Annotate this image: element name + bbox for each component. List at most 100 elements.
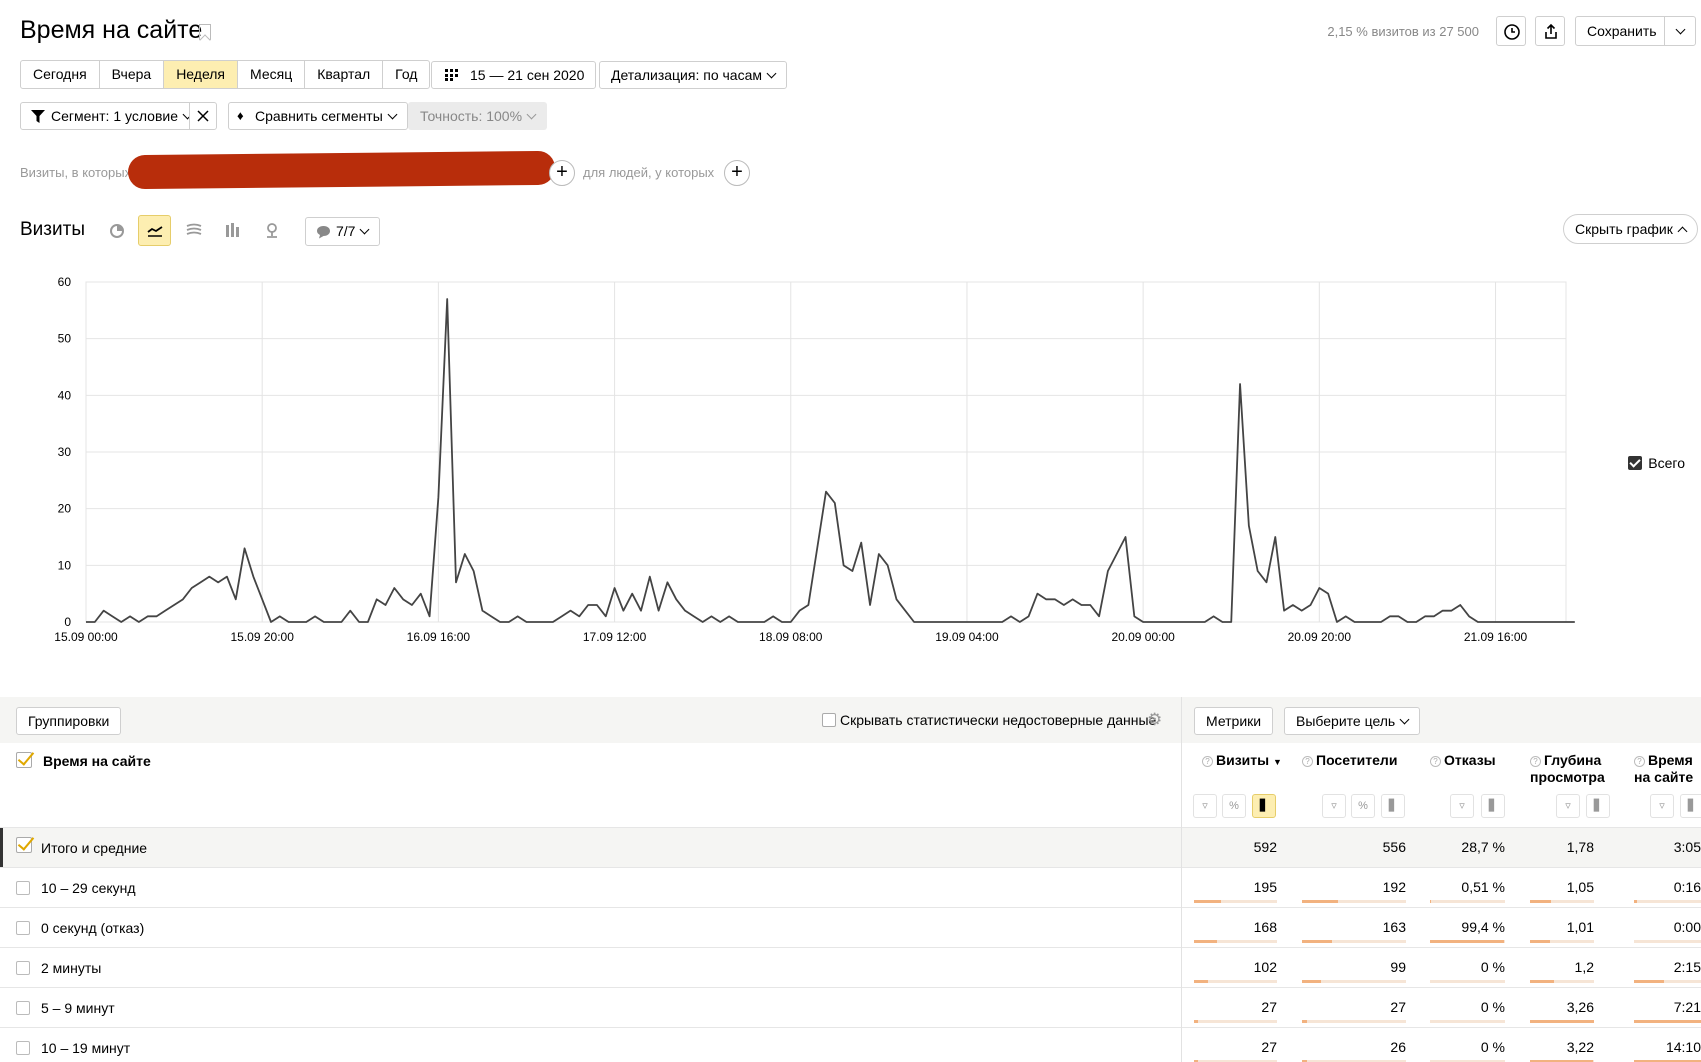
column-header-bounces[interactable]: ? Отказы [1430,752,1496,769]
filter-icon[interactable]: ▿ [1450,794,1474,818]
row-cell: 1,78 [1566,839,1594,855]
row-cell: 2:15 [1673,959,1701,975]
period-button[interactable]: Месяц [238,61,306,88]
goal-label: Выберите цель [1296,713,1396,729]
pie-chart-type-icon[interactable] [100,215,133,246]
hide-chart-button[interactable]: Скрыть график [1563,214,1698,244]
metrics-button[interactable]: Метрики [1194,707,1274,735]
detail-dropdown[interactable]: Детализация: по часам [599,61,787,89]
accuracy-dropdown[interactable]: Точность: 100% [408,102,548,130]
period-button[interactable]: Вчера [100,61,165,88]
table-row[interactable]: 2 минуты 102 99 0 % 1,2 2:15 [0,947,1701,987]
export-button[interactable] [1535,16,1565,46]
notes-dropdown[interactable]: 7/7 [305,217,381,246]
total-row[interactable]: Итого и средние 592 556 28,7 % 1,78 3:05 [0,827,1701,868]
filter-icon[interactable]: ▿ [1193,794,1217,818]
row-cell: 7:21 [1673,999,1701,1015]
share-bar-fill [1194,900,1222,903]
percent-icon[interactable]: % [1222,794,1246,818]
help-icon[interactable]: ? [1634,756,1645,767]
history-button[interactable] [1496,16,1526,46]
row-cell: 0 % [1480,1039,1505,1055]
row-checkbox[interactable] [16,1001,30,1015]
row-cell: 163 [1382,919,1406,935]
filter-icon[interactable]: ▿ [1322,794,1346,818]
column-header-depth[interactable]: ? Глубина просмотра [1530,752,1605,785]
share-bar [1302,900,1406,903]
add-visit-condition-button[interactable]: + [549,160,575,186]
area-chart-type-icon[interactable] [177,215,210,246]
period-button[interactable]: Квартал [305,61,384,88]
table-row[interactable]: 10 – 29 секунд 195 192 0,51 % 1,05 0:16 [0,867,1701,907]
help-icon[interactable]: ? [1430,756,1441,767]
row-checkbox[interactable] [16,837,32,853]
legend-checkbox[interactable] [1628,456,1643,470]
filter-icon[interactable]: ▿ [1650,794,1674,818]
goal-dropdown[interactable]: Выберите цель [1284,707,1421,735]
gear-icon[interactable]: ⚙ [1147,710,1163,729]
period-button[interactable]: Год [395,66,418,82]
filter-icon [31,110,45,123]
add-people-condition-button[interactable]: + [724,160,750,186]
bar-icon[interactable]: ▋ [1680,794,1701,818]
compare-segments-dropdown[interactable]: ♦ Сравнить сегменты [228,102,408,130]
compare-label: Сравнить сегменты [255,108,383,124]
period-button[interactable]: Неделя [164,61,239,88]
row-checkbox[interactable] [16,961,30,975]
help-icon[interactable]: ? [1302,756,1313,767]
row-checkbox[interactable] [16,881,30,895]
column-header-visitors[interactable]: ? Посетители [1302,752,1397,769]
chevron-down-icon [387,109,398,120]
bar-icon[interactable]: ▋ [1381,794,1405,818]
dimension-header-checkbox[interactable] [16,752,32,768]
bar-chart-type-icon[interactable] [216,215,249,246]
help-icon[interactable]: ? [1202,756,1213,767]
map-chart-type-icon[interactable] [255,215,288,246]
row-checkbox[interactable] [16,921,30,935]
bar-icon[interactable]: ▋ [1586,794,1610,818]
groupings-button[interactable]: Группировки [16,707,122,735]
x-tick-label: 20.09 20:00 [1288,630,1352,644]
share-bar-fill [1634,1060,1701,1062]
help-icon[interactable]: ? [1530,756,1541,767]
row-cell: 592 [1253,839,1277,855]
save-button[interactable]: Сохранить [1575,16,1669,46]
share-bar-fill [1530,980,1554,983]
column-header-time[interactable]: ? Время на сайте [1634,752,1694,785]
hide-unreliable-checkbox[interactable] [822,713,836,727]
table-row[interactable]: 10 – 19 минут 27 26 0 % 3,22 14:10 [0,1027,1701,1062]
share-bar-fill [1634,1020,1701,1023]
filter-icon[interactable]: ▿ [1556,794,1580,818]
sort-desc-icon: ▼ [1273,757,1282,767]
bar-icon[interactable]: ▋ [1481,794,1505,818]
y-tick-label: 60 [58,275,72,289]
table-row[interactable]: 5 – 9 минут 27 27 0 % 3,26 7:21 [0,987,1701,1027]
percent-icon[interactable]: % [1351,794,1375,818]
row-cell: 27 [1261,1039,1277,1055]
column-header-visits[interactable]: ? Визиты ▼ [1202,752,1282,771]
line-chart-type-icon[interactable] [138,215,171,246]
bookmark-icon[interactable] [199,24,211,40]
share-bar [1530,940,1594,943]
date-range-label: 15 — 21 сен 2020 [470,67,585,83]
people-condition-label: для людей, у которых [583,165,715,180]
bar-icon[interactable]: ▋ [1252,794,1276,818]
row-cell: 3,26 [1566,999,1594,1015]
row-label: 5 – 9 минут [41,1000,115,1016]
date-range-button[interactable]: 15 — 21 сен 2020 [431,61,597,89]
table-row[interactable]: 0 секунд (отказ) 168 163 99,4 % 1,01 0:00 [0,907,1701,947]
share-bar [1302,1020,1406,1023]
series-line [86,298,1575,623]
x-tick-label: 21.09 16:00 [1464,630,1528,644]
row-checkbox[interactable] [16,1041,30,1055]
segment-dropdown[interactable]: Сегмент: 1 условие [20,102,204,130]
page-title: Время на сайте [20,16,203,44]
period-button[interactable]: Сегодня [21,61,100,88]
clear-segment-button[interactable] [189,102,217,130]
chart-legend[interactable]: Всего [1628,455,1685,471]
legend-label: Всего [1648,455,1685,471]
redacted-condition [127,150,556,190]
share-bar-fill [1302,940,1333,943]
save-options-button[interactable] [1664,16,1696,46]
row-cell: 28,7 % [1461,839,1505,855]
